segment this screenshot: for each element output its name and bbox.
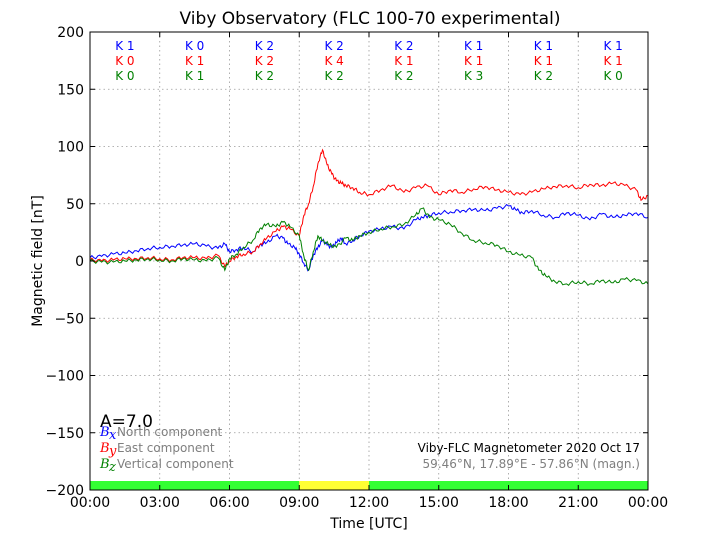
x-tick-label: 18:00 [488, 495, 528, 511]
k-index-vertical: K 0 [603, 69, 622, 83]
series-layer [89, 148, 649, 286]
k-index-vertical: K 0 [115, 69, 134, 83]
x-tick-label: 09:00 [279, 495, 319, 511]
legend-label: Vertical component [117, 457, 234, 471]
k-index-east: K 1 [185, 54, 204, 68]
y-tick-label: 50 [66, 197, 84, 213]
x-tick-label: 00:00 [70, 495, 110, 511]
grid-layer [90, 32, 648, 490]
y-tick-label: −150 [46, 426, 84, 442]
x-tick-label: 06:00 [209, 495, 249, 511]
k-index-vertical: K 2 [534, 69, 553, 83]
k-index-east: K 1 [394, 54, 413, 68]
station-label: Viby-FLC Magnetometer 2020 Oct 17 [418, 441, 640, 455]
y-tick-label: −100 [46, 369, 84, 385]
k-index-north: K 0 [185, 39, 204, 53]
series-line-y [89, 148, 649, 268]
legend-subscript: x [109, 428, 117, 443]
legend-label: North component [117, 425, 223, 439]
status-segment [299, 481, 369, 490]
legend-label: East component [117, 441, 215, 455]
k-index-vertical: K 1 [185, 69, 204, 83]
x-axis-title: Time [UTC] [329, 516, 407, 532]
k-index-north: K 1 [464, 39, 483, 53]
y-tick-label: 100 [57, 140, 84, 156]
tick-layer: 00:00 03:00 06:00 09:00 12:00 15:00 18:00 21:00… [46, 25, 669, 511]
legend-symbol: B [99, 441, 110, 456]
legend-subscript: z [108, 460, 116, 475]
chart-title: Viby Observatory (FLC 100-70 experimenta… [180, 9, 561, 29]
k-index-vertical: K 2 [394, 69, 413, 83]
status-segment [90, 481, 300, 490]
k-index-vertical: K 2 [324, 69, 343, 83]
series-line-z [89, 207, 649, 286]
a-index-label: A=7.0 [100, 412, 153, 432]
k-index-east: K 1 [464, 54, 483, 68]
k-index-east: K 2 [255, 54, 274, 68]
k-index-east: K 0 [115, 54, 134, 68]
k-index-north: K 2 [324, 39, 343, 53]
legend-symbol: B [99, 457, 110, 472]
x-tick-label: 15:00 [419, 495, 459, 511]
k-index-vertical: K 2 [255, 69, 274, 83]
k-index-north: K 2 [394, 39, 413, 53]
series-line-x [89, 203, 649, 272]
k-index-east: K 1 [534, 54, 553, 68]
x-tick-label: 21:00 [558, 495, 598, 511]
y-tick-label: −50 [54, 311, 84, 327]
legend-symbol: B [99, 425, 110, 440]
x-tick-label: 00:00 [628, 495, 668, 511]
y-tick-label: 150 [57, 82, 84, 98]
k-index-north: K 1 [534, 39, 553, 53]
y-axis-title: Magnetic field [nT] [30, 195, 46, 327]
coordinates-label: 59.46°N, 17.89°E - 57.86°N (magn.) [423, 457, 640, 471]
y-tick-label: 200 [57, 25, 84, 41]
legend-subscript: y [108, 444, 117, 459]
k-index-north: K 1 [603, 39, 622, 53]
k-index-east: K 1 [603, 54, 622, 68]
y-tick-label: 0 [75, 254, 84, 270]
y-tick-label: −200 [46, 483, 84, 499]
k-index-north: K 1 [115, 39, 134, 53]
x-tick-label: 03:00 [140, 495, 180, 511]
x-tick-label: 12:00 [349, 495, 389, 511]
k-index-east: K 4 [324, 54, 343, 68]
k-index-vertical: K 3 [464, 69, 483, 83]
k-index-north: K 2 [255, 39, 274, 53]
